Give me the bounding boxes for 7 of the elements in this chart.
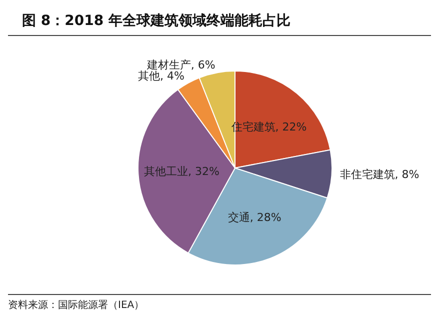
slice-label: 其他, 4%: [138, 69, 184, 82]
chart-title: 图 8：2018 年全球建筑领域终端能耗占比: [8, 8, 431, 36]
slice-label: 交通, 28%: [228, 211, 282, 224]
slice-label: 其他工业, 32%: [144, 164, 220, 178]
slice-label: 建材生产, 6%: [146, 58, 216, 72]
text: 资料来源：国际能源署（IEA）: [8, 298, 146, 312]
slice-label: 非住宅建筑, 8%: [340, 168, 420, 182]
